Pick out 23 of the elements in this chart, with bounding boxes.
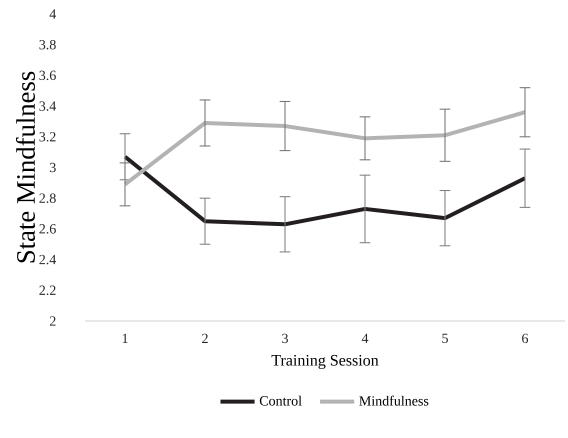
y-tick-label: 2.4 <box>39 254 56 264</box>
y-tick-label: 3.2 <box>39 132 56 142</box>
y-tick-label: 2.6 <box>39 224 56 234</box>
legend-label: Mindfulness <box>359 396 428 406</box>
y-tick-label: 3 <box>50 162 56 172</box>
y-tick-label: 4 <box>50 9 56 19</box>
y-tick-label: 3.8 <box>39 40 56 50</box>
y-axis-title: State Mindfulness <box>16 72 35 262</box>
line-series <box>123 154 527 226</box>
y-tick-label: 2.8 <box>39 193 56 203</box>
y-tick-label: 2 <box>50 316 56 326</box>
x-tick-label: 2 <box>202 334 208 343</box>
y-tick-label: 3.4 <box>39 101 56 111</box>
x-tick-label: 4 <box>362 334 368 343</box>
y-tick-label: 2.2 <box>39 286 56 296</box>
x-axis-title: Training Session <box>272 354 378 369</box>
y-tick-label: 3.6 <box>39 70 56 80</box>
legend-label: Control <box>260 396 302 406</box>
x-tick-label: 6 <box>522 334 528 344</box>
line-series <box>123 110 527 186</box>
x-tick-label: 3 <box>282 334 288 344</box>
x-tick-label: 1 <box>122 334 128 343</box>
x-tick-label: 5 <box>442 334 448 344</box>
